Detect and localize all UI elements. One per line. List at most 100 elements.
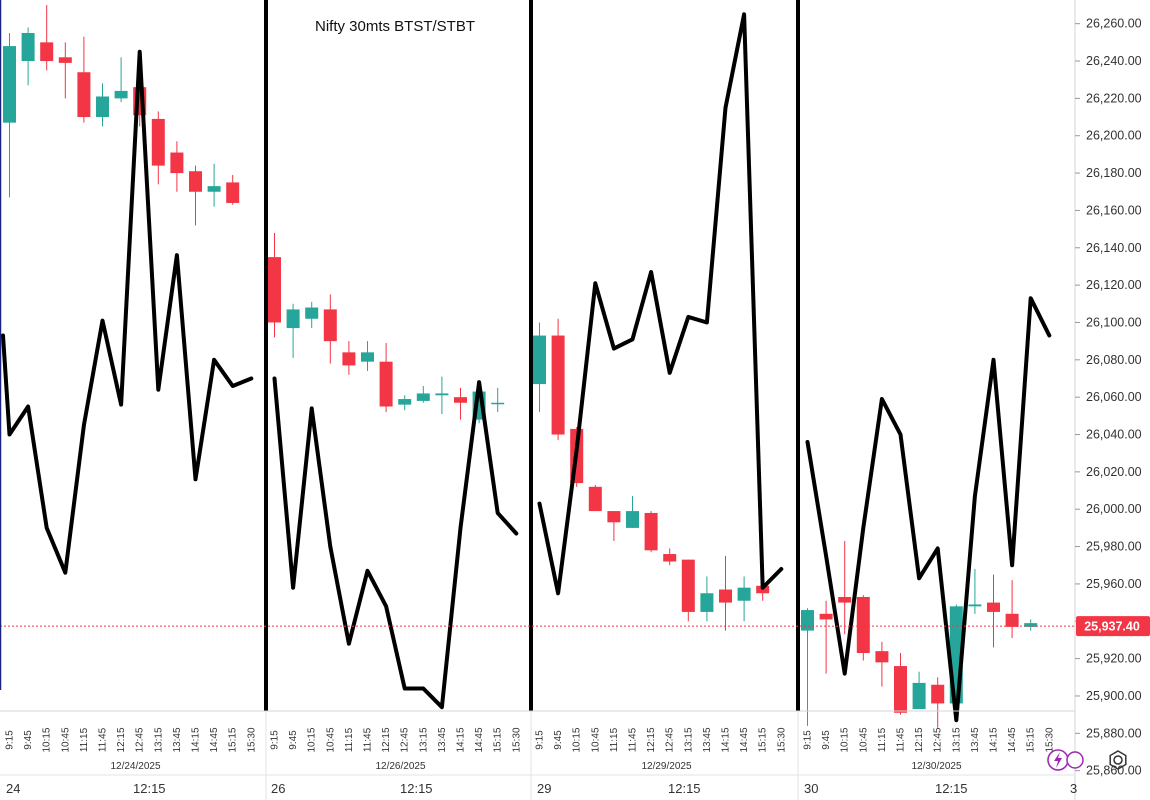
gear-icon[interactable] [1109, 750, 1127, 770]
time-tick-label: 11:45 [628, 727, 639, 752]
candle-body [170, 152, 184, 174]
time-tick-label: 11:45 [98, 727, 109, 752]
time-tick-label: 12:15 [116, 727, 127, 752]
time-tick-label: 11:15 [344, 727, 355, 752]
bottom-axis-label: 12:15 [668, 781, 701, 796]
time-tick-label: 15:30 [246, 727, 257, 752]
candle [700, 576, 714, 622]
bottom-axis-label: 29 [537, 781, 551, 796]
lightning-icon[interactable] [1047, 749, 1084, 771]
candle [875, 641, 889, 687]
time-tick-label: 11:45 [896, 727, 907, 752]
candle [663, 548, 677, 566]
candle [305, 301, 319, 329]
time-tick-label: 12:45 [933, 727, 944, 752]
candle-body [801, 610, 814, 631]
price-tick-label: 25,980.00 [1086, 540, 1142, 554]
time-tick-label: 11:15 [79, 727, 90, 752]
candle-body [21, 33, 35, 62]
time-tick-label: 12:15 [914, 727, 925, 752]
candle-body [551, 335, 565, 435]
candle [189, 165, 202, 226]
candle [40, 5, 54, 71]
price-tick-label: 26,020.00 [1086, 465, 1142, 479]
candle [379, 343, 393, 413]
bottom-axis: 24 12:15 26 12:15 29 12:15 30 12:15 3 [6, 781, 1077, 796]
candle [894, 653, 907, 715]
candle-body [819, 613, 833, 620]
candle [21, 27, 35, 86]
time-tick-label: 9:15 [270, 730, 281, 750]
price-tick-label: 26,060.00 [1086, 390, 1142, 404]
candle [226, 174, 240, 205]
candle [719, 555, 732, 631]
candle [454, 387, 467, 420]
price-tick-label: 25,920.00 [1086, 652, 1142, 666]
candle [151, 111, 165, 185]
time-tick-label: 10:15 [840, 727, 851, 752]
candle-body [912, 682, 926, 710]
price-tick-label: 26,220.00 [1086, 91, 1142, 105]
candle-body [454, 397, 467, 403]
bottom-axis-label: 24 [6, 781, 20, 796]
candle-body [361, 352, 374, 362]
candle-body [3, 46, 16, 123]
candle-body [416, 393, 430, 401]
candle-body [607, 511, 621, 523]
candle-body [931, 684, 945, 704]
candle [286, 303, 300, 358]
time-tick-label: 15:15 [228, 727, 239, 752]
candle-body [77, 72, 91, 118]
time-tick-label: 11:15 [609, 727, 620, 752]
time-tick-label: 9:15 [803, 730, 814, 750]
candle [416, 385, 430, 403]
time-tick-label: 12:45 [135, 727, 146, 752]
candle [1005, 580, 1019, 639]
time-tick-label: 10:15 [42, 727, 53, 752]
candle [838, 540, 852, 635]
time-tick-label: 14:15 [456, 727, 467, 752]
time-tick-label: 15:15 [493, 727, 504, 752]
candle-body [342, 352, 356, 366]
price-tick-label: 25,960.00 [1086, 577, 1142, 591]
session-date-label: 12/24/2025 [110, 761, 160, 772]
candle-body [207, 186, 221, 192]
candle-body [114, 90, 128, 99]
candle-body [189, 171, 202, 192]
overlay-line-segment [805, 296, 1052, 723]
candle [435, 376, 449, 414]
bottom-axis-label: 30 [804, 781, 818, 796]
candle-body [226, 182, 240, 203]
candle [533, 322, 546, 413]
time-tick-label: 9:45 [821, 730, 832, 750]
time-tick-label: 15:30 [1044, 727, 1055, 752]
time-tick-label: 12:45 [665, 727, 676, 752]
candle [931, 677, 945, 728]
overlay-line-layer [1, 12, 1052, 723]
time-tick-label: 13:15 [153, 727, 164, 752]
price-tick-label: 26,180.00 [1086, 166, 1142, 180]
price-tick-label: 26,100.00 [1086, 315, 1142, 329]
candle [987, 574, 1000, 648]
time-tick-label: 14:45 [1007, 727, 1018, 752]
time-tick-label: 12:15 [646, 727, 657, 752]
price-tick-label: 25,900.00 [1086, 689, 1142, 703]
price-tick-label: 26,080.00 [1086, 353, 1142, 367]
chart-title: Nifty 30mts BTST/STBT [315, 18, 475, 35]
time-tick-label: 10:45 [590, 727, 601, 752]
bottom-axis-label: 26 [271, 781, 285, 796]
candle-body [719, 589, 732, 603]
candle [912, 671, 926, 710]
candle-body [987, 602, 1000, 612]
candle [681, 559, 695, 622]
time-tick-label: 13:45 [970, 727, 981, 752]
time-tick-label: 15:30 [776, 727, 787, 752]
candle-body [644, 512, 658, 551]
time-tick-label: 13:15 [418, 727, 429, 752]
candle [819, 600, 833, 674]
candle [551, 318, 565, 441]
candle-body [875, 651, 889, 663]
time-tick-label: 14:45 [209, 727, 220, 752]
time-tick-label: 14:15 [721, 727, 732, 752]
